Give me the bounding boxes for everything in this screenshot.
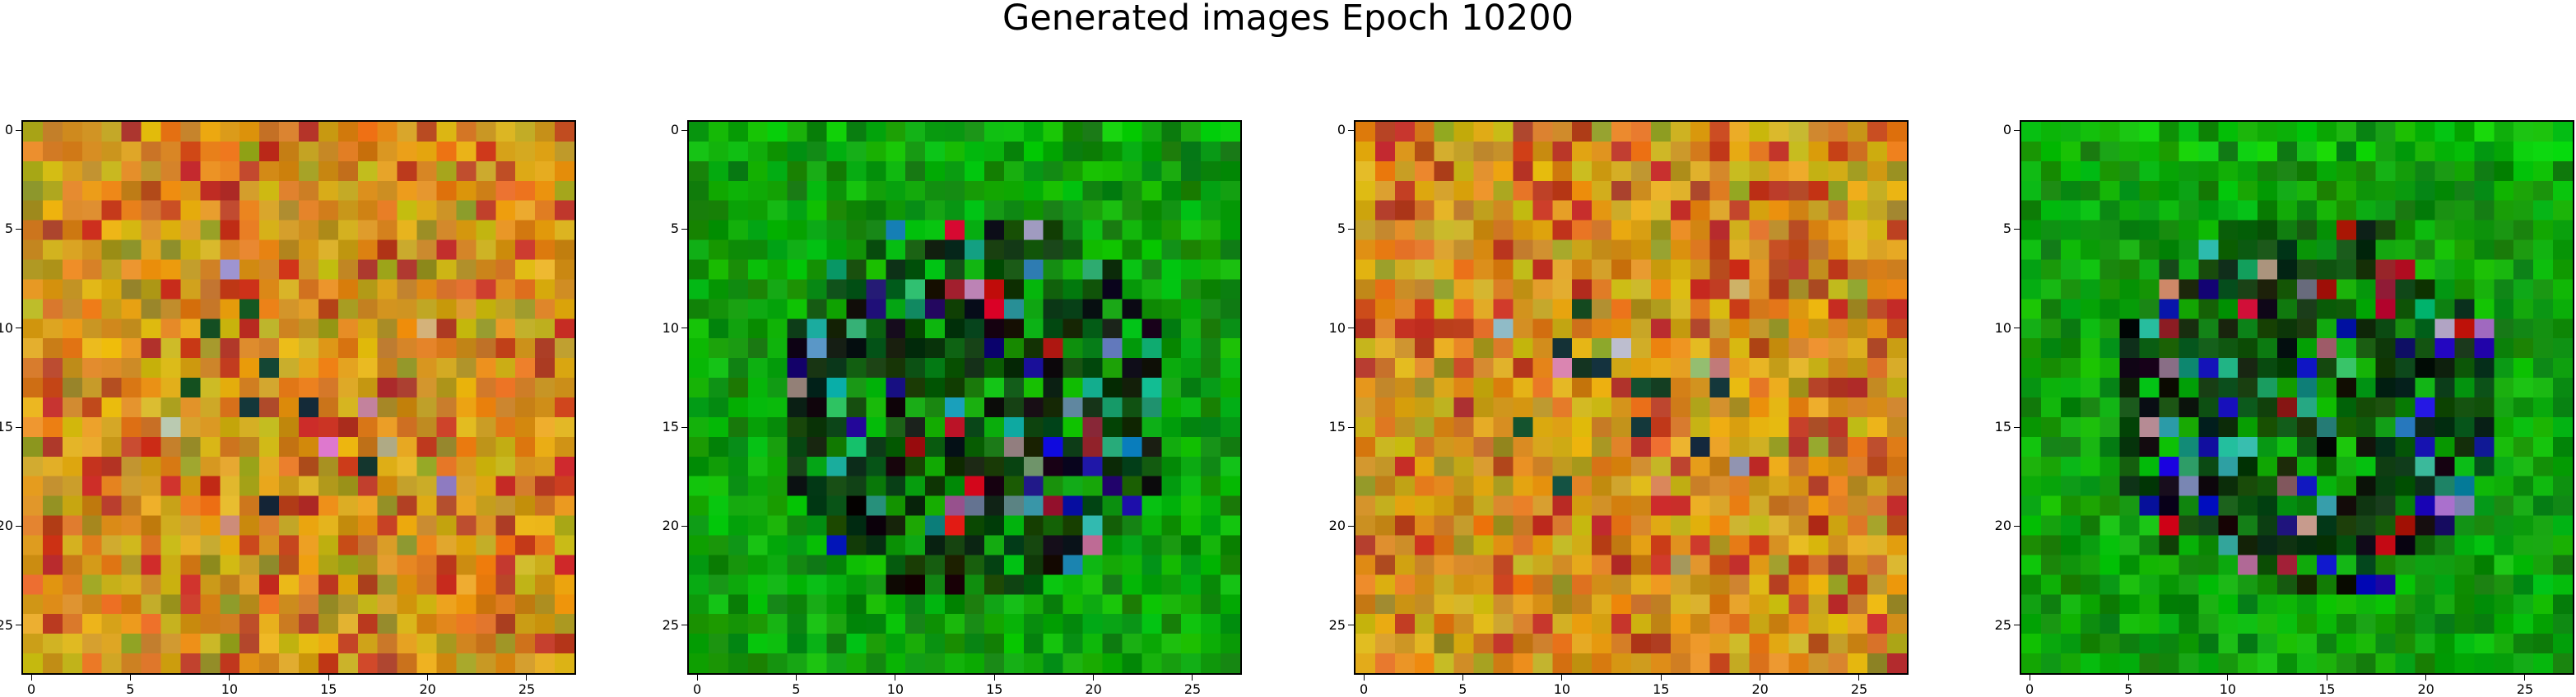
generated-image-4-x-tick-label: 10 bbox=[2219, 681, 2237, 697]
generated-image-4-y-tick-label: 0 bbox=[2002, 122, 2011, 138]
generated-image-4-y-tick-mark bbox=[2014, 525, 2020, 527]
generated-image-1-x-tick-mark bbox=[328, 675, 329, 681]
generated-image-4-y-tick-mark bbox=[2014, 228, 2020, 230]
generated-image-4-y-tick-mark bbox=[2014, 426, 2020, 428]
generated-image-2-y-tick-mark bbox=[681, 426, 687, 428]
generated-image-2-y-tick-label: 5 bbox=[670, 221, 679, 237]
generated-image-3-y-tick-mark bbox=[1348, 426, 1354, 428]
generated-image-1 bbox=[21, 120, 576, 675]
generated-image-1-y-tick-label: 25 bbox=[0, 616, 13, 633]
generated-image-3-y-tick-mark bbox=[1348, 228, 1354, 230]
generated-image-1-x-tick-label: 20 bbox=[419, 681, 436, 697]
generated-image-4-x-tick-label: 15 bbox=[2318, 681, 2336, 697]
generated-image-3-x-tick-mark bbox=[1462, 675, 1463, 681]
generated-image-4 bbox=[2020, 120, 2574, 675]
generated-image-1-y-tick-label: 15 bbox=[0, 419, 13, 435]
generated-image-3-pixels bbox=[1355, 122, 1907, 673]
generated-image-4-y-tick-label: 5 bbox=[2002, 221, 2011, 237]
generated-image-2-x-tick-mark bbox=[1192, 675, 1193, 681]
generated-image-2-x-tick-label: 25 bbox=[1183, 681, 1202, 697]
generated-image-2-y-tick-label: 25 bbox=[662, 616, 679, 633]
generated-image-1-x-tick-label: 5 bbox=[126, 681, 135, 697]
generated-image-3-y-tick-mark bbox=[1348, 129, 1354, 131]
generated-image-3-y-tick-label: 15 bbox=[1328, 419, 1346, 435]
generated-image-4-y-tick-label: 15 bbox=[1994, 419, 2011, 435]
generated-image-3-x-tick-mark bbox=[1660, 675, 1662, 681]
generated-image-1-x-tick-mark bbox=[30, 675, 32, 681]
generated-image-1-x-tick-label: 15 bbox=[320, 681, 337, 697]
generated-image-1-y-tick-label: 10 bbox=[0, 319, 13, 336]
generated-image-3-y-tick-label: 0 bbox=[1337, 122, 1346, 138]
generated-image-3-x-tick-label: 20 bbox=[1751, 681, 1769, 697]
generated-image-3-x-tick-label: 10 bbox=[1553, 681, 1571, 697]
generated-image-4-x-tick-label: 5 bbox=[2124, 681, 2133, 697]
generated-image-3-x-tick-mark bbox=[1561, 675, 1563, 681]
generated-image-2-y-tick-mark bbox=[681, 129, 687, 131]
generated-image-3-x-tick-mark bbox=[1363, 675, 1365, 681]
generated-image-3-y-tick-label: 5 bbox=[1337, 221, 1346, 237]
generated-image-1-x-tick-mark bbox=[526, 675, 528, 681]
generated-image-3 bbox=[1354, 120, 1909, 675]
generated-image-1-y-tick-label: 0 bbox=[4, 122, 13, 138]
generated-image-1-y-tick-label: 20 bbox=[0, 518, 13, 534]
generated-image-1-y-tick-mark bbox=[16, 426, 21, 428]
generated-image-2-x-tick-mark bbox=[1092, 675, 1094, 681]
generated-image-2-x-tick-label: 10 bbox=[886, 681, 904, 697]
generated-image-2-pixels bbox=[689, 122, 1240, 673]
generated-image-1-x-tick-label: 10 bbox=[221, 681, 239, 697]
generated-image-2-x-tick-label: 20 bbox=[1085, 681, 1102, 697]
generated-image-1-x-tick-mark bbox=[129, 675, 131, 681]
generated-image-1-y-tick-mark bbox=[16, 129, 21, 131]
generated-image-1-x-tick-label: 25 bbox=[518, 681, 536, 697]
generated-image-3-x-tick-mark bbox=[1858, 675, 1860, 681]
generated-image-2-y-tick-label: 0 bbox=[670, 122, 679, 138]
generated-image-4-x-tick-mark bbox=[2227, 675, 2229, 681]
generated-image-1-x-tick-label: 0 bbox=[26, 681, 36, 697]
generated-image-3-x-tick-label: 15 bbox=[1653, 681, 1670, 697]
generated-image-3-x-tick-label: 0 bbox=[1359, 681, 1369, 697]
generated-image-4-x-tick-label: 20 bbox=[2417, 681, 2434, 697]
generated-image-1-x-tick-mark bbox=[229, 675, 230, 681]
generated-image-4-y-tick-label: 10 bbox=[1994, 319, 2011, 336]
generated-image-1-y-tick-mark bbox=[16, 525, 21, 527]
generated-image-3-y-tick-label: 10 bbox=[1328, 319, 1346, 336]
generated-image-4-x-tick-mark bbox=[2425, 675, 2426, 681]
generated-image-4-pixels bbox=[2021, 122, 2573, 673]
generated-image-2-y-tick-mark bbox=[681, 228, 687, 230]
generated-image-4-x-tick-label: 25 bbox=[2516, 681, 2534, 697]
generated-image-2-x-tick-label: 15 bbox=[986, 681, 1003, 697]
generated-image-2-x-tick-label: 0 bbox=[692, 681, 702, 697]
generated-image-3-y-tick-label: 20 bbox=[1328, 518, 1346, 534]
generated-image-2-x-tick-mark bbox=[993, 675, 995, 681]
generated-image-2-x-tick-mark bbox=[696, 675, 698, 681]
generated-image-2-y-tick-mark bbox=[681, 525, 687, 527]
generated-image-4-y-tick-mark bbox=[2014, 129, 2020, 131]
generated-image-1-x-tick-mark bbox=[426, 675, 428, 681]
generated-image-3-y-tick-label: 25 bbox=[1328, 616, 1346, 633]
generated-image-3-y-tick-mark bbox=[1348, 525, 1354, 527]
generated-image-2-y-tick-label: 15 bbox=[662, 419, 679, 435]
generated-image-3-x-tick-label: 5 bbox=[1458, 681, 1467, 697]
generated-image-4-y-tick-label: 20 bbox=[1994, 518, 2011, 534]
generated-image-2-y-tick-label: 10 bbox=[662, 319, 679, 336]
generated-image-2-x-tick-label: 5 bbox=[792, 681, 801, 697]
generated-image-4-x-tick-mark bbox=[2127, 675, 2129, 681]
generated-image-2-y-tick-label: 20 bbox=[662, 518, 679, 534]
generated-image-1-y-tick-mark bbox=[16, 228, 21, 230]
generated-image-4-x-tick-label: 0 bbox=[2025, 681, 2034, 697]
generated-image-1-y-tick-label: 5 bbox=[4, 221, 13, 237]
generated-image-2-x-tick-mark bbox=[795, 675, 797, 681]
generated-image-2 bbox=[687, 120, 1242, 675]
generated-image-4-x-tick-mark bbox=[2524, 675, 2526, 681]
generated-image-3-x-tick-label: 25 bbox=[1850, 681, 1868, 697]
generated-image-1-pixels bbox=[23, 122, 574, 673]
generated-image-4-y-tick-label: 25 bbox=[1994, 616, 2011, 633]
figure-title: Generated images Epoch 10200 bbox=[1002, 0, 1574, 39]
